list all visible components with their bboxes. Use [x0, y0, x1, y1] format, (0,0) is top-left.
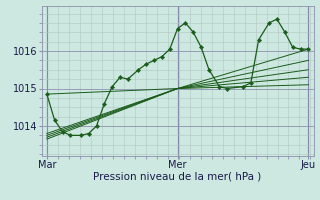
X-axis label: Pression niveau de la mer( hPa ): Pression niveau de la mer( hPa ) — [93, 172, 262, 182]
